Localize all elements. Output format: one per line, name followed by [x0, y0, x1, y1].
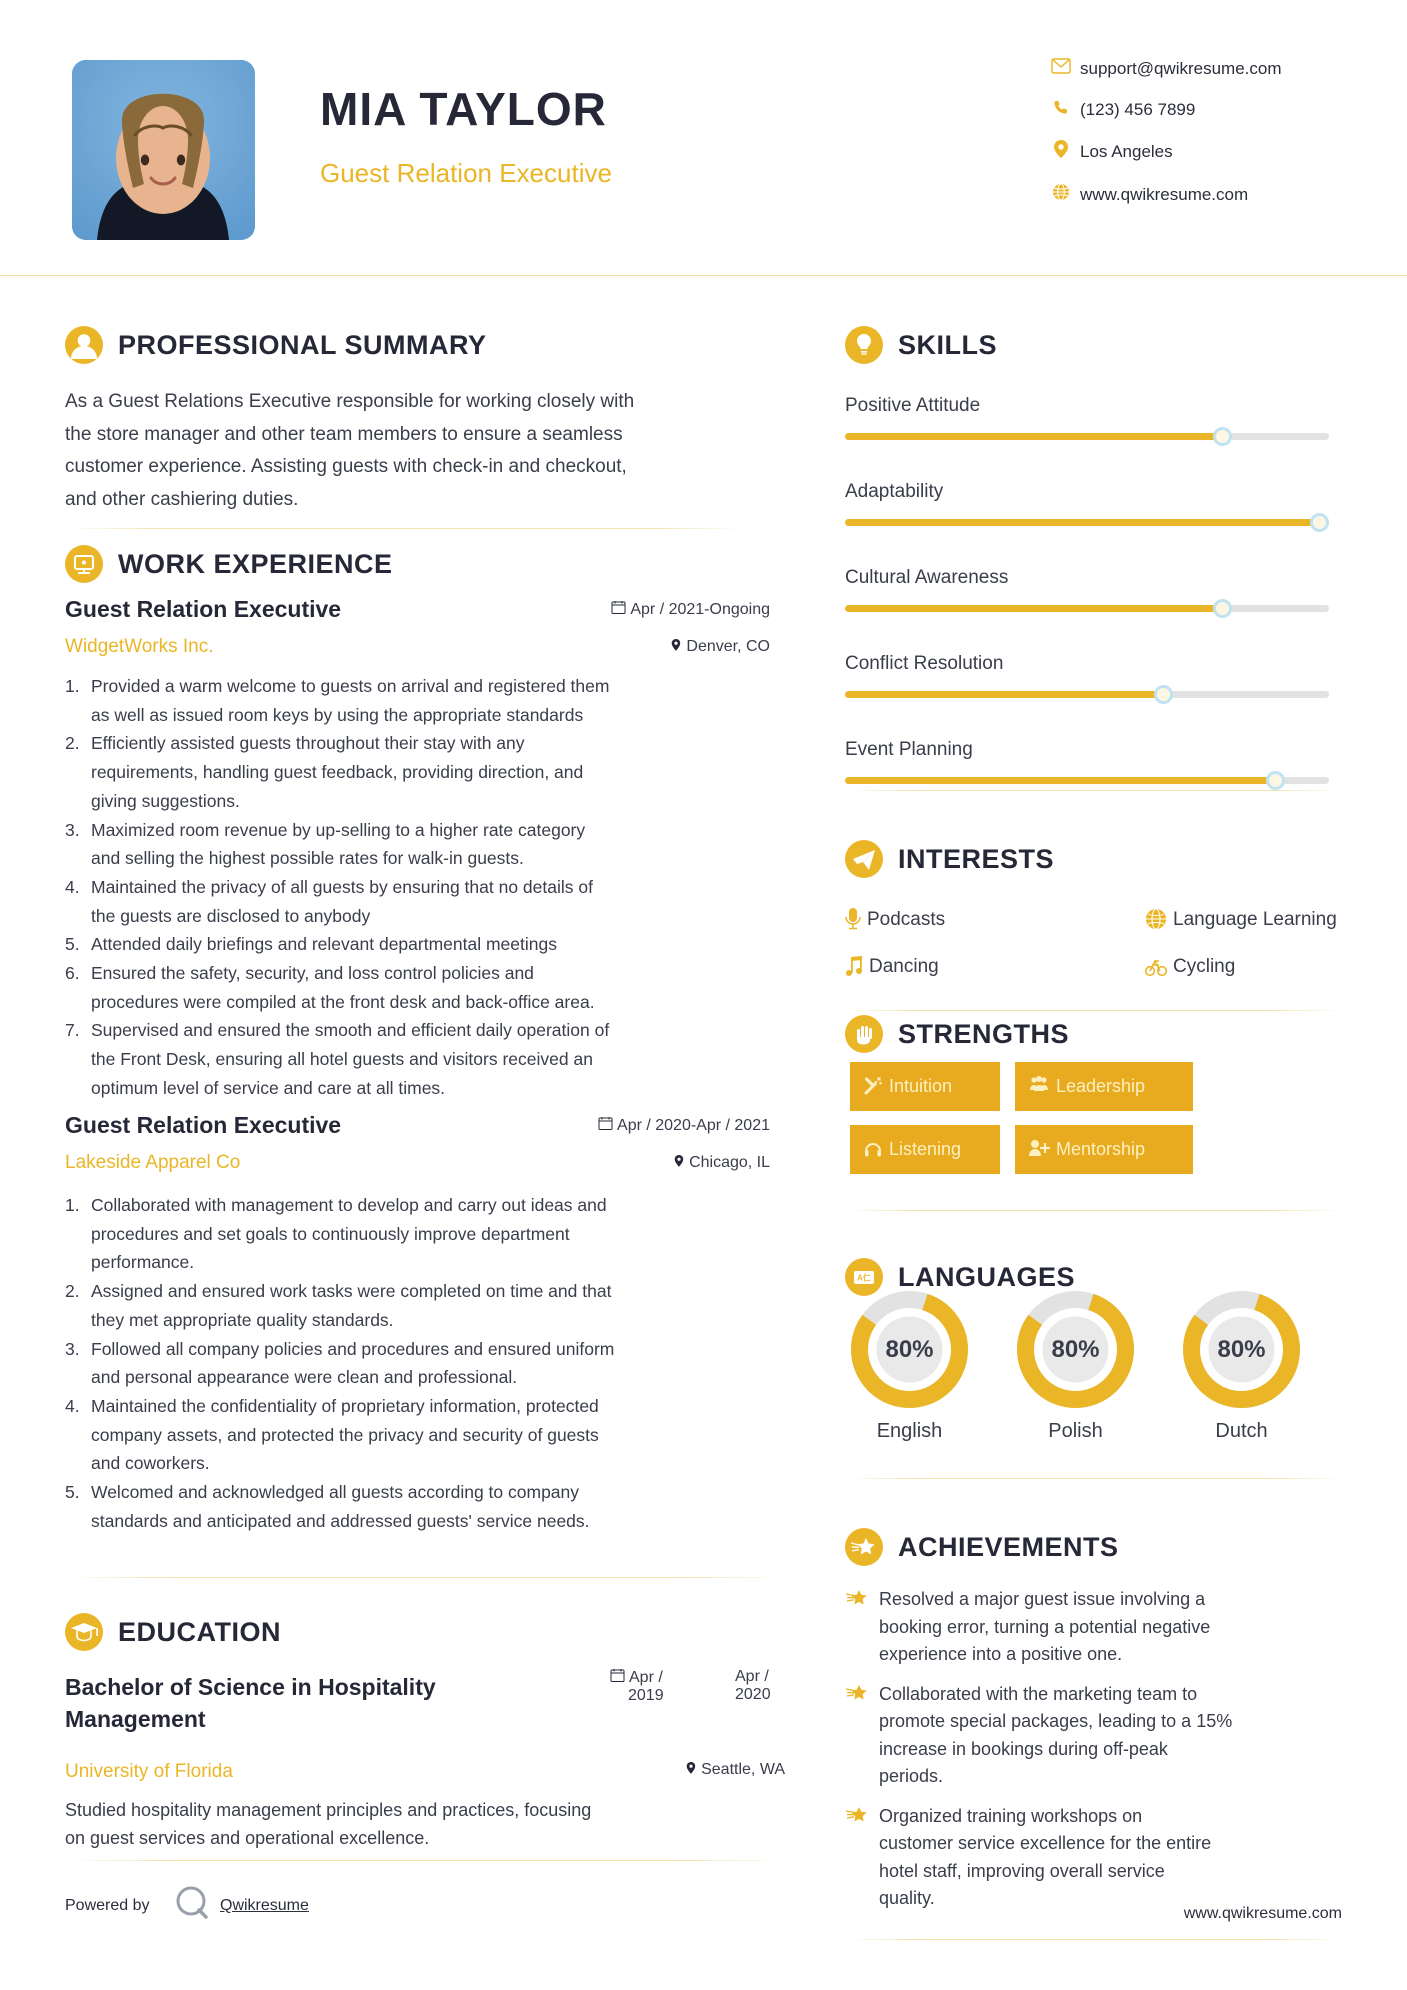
- svg-text:A仁: A仁: [857, 1273, 871, 1283]
